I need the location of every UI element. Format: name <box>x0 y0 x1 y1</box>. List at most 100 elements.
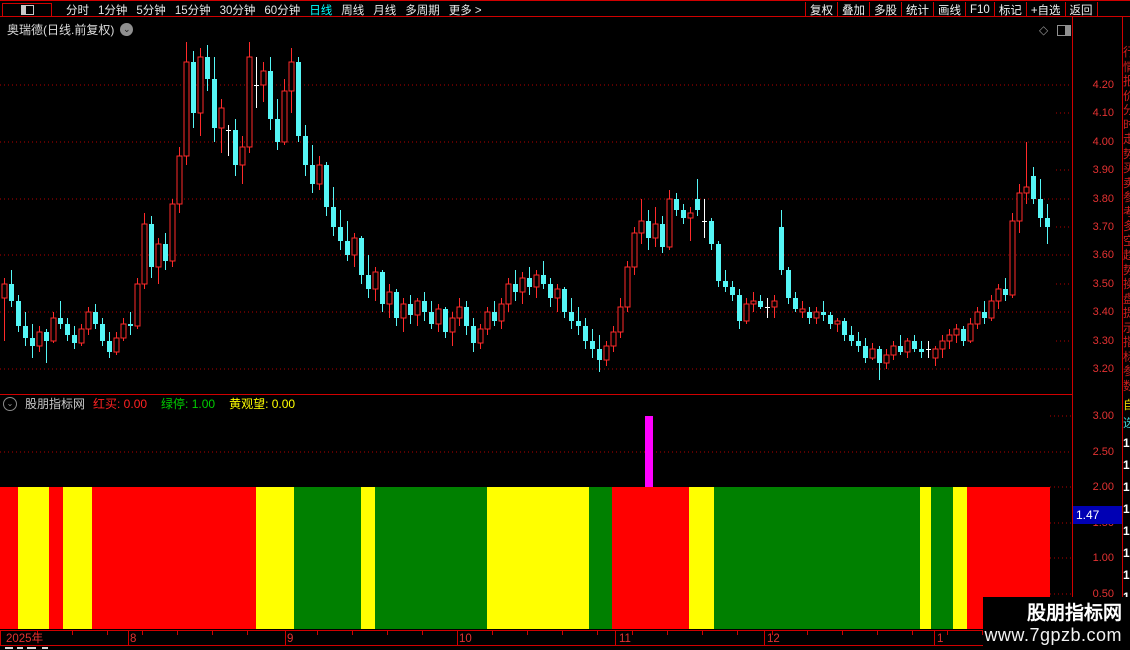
minor-tick <box>947 631 948 635</box>
menu-item-2[interactable]: 5分钟 <box>136 4 166 17</box>
diamond-icon[interactable]: ◇ <box>1039 23 1049 37</box>
legend-item-0: 红买: 0.00 <box>93 397 148 411</box>
minor-tick <box>352 631 353 635</box>
minor-tick <box>177 631 178 635</box>
menu-item-3[interactable]: 15分钟 <box>174 4 211 17</box>
date-axis-label: 8 <box>130 633 137 645</box>
price-axis-label: 3.70 <box>1092 221 1114 233</box>
indicator-bar-segment <box>294 487 361 629</box>
toolbar-button-7[interactable]: +自选 <box>1025 2 1065 17</box>
right-strip-divider-line <box>1122 17 1123 650</box>
indicator-bar-segment <box>931 487 953 629</box>
clipped-statusbar-fragment <box>42 647 48 649</box>
minor-tick <box>597 631 598 635</box>
clipped-glyph: 势 <box>1123 146 1130 161</box>
collapse-chevron-icon[interactable]: ⌄ <box>3 396 17 411</box>
legend-item-1: 绿停: 1.00 <box>161 397 216 411</box>
chart-title-row: 奥瑞德(日线.前复权) ⌄ <box>7 21 134 37</box>
watermark-site-name: 股朋指标网 <box>1026 602 1122 624</box>
watermark: 股朋指标网 www.7gpzb.com <box>983 597 1130 650</box>
indicator-legend-values: 红买: 0.00 绿停: 1.00 黄观望: 0.00 <box>93 395 295 412</box>
minor-tick <box>772 631 773 635</box>
clipped-glyph: 盘 <box>1123 291 1130 306</box>
clipped-statusbar-fragment <box>27 647 36 649</box>
indicator-bar-segment <box>589 487 612 629</box>
minor-tick <box>562 631 563 635</box>
toolbar-button-0[interactable]: 复权 <box>805 2 837 17</box>
chevron-down-icon[interactable]: ⌄ <box>120 22 134 36</box>
minor-tick <box>387 631 388 635</box>
clipped-glyph: 走 <box>1123 132 1130 146</box>
minor-tick <box>317 631 318 635</box>
clipped-glyph: 行 <box>1123 45 1130 59</box>
toolbar-button-3[interactable]: 统计 <box>901 2 933 17</box>
menu-item-4[interactable]: 30分钟 <box>219 4 256 17</box>
indicator-bar-segment <box>920 487 931 629</box>
page-title[interactable]: 奥瑞德(日线.前复权) <box>7 22 115 37</box>
indicator-bar-segment <box>18 487 49 629</box>
last-value-tag: 1.47 <box>1073 506 1122 524</box>
menu-item-8[interactable]: 月线 <box>373 4 397 17</box>
indicator-bar-segment <box>714 487 920 629</box>
toolbar-button-6[interactable]: 标记 <box>993 2 1026 17</box>
clipped-glyph: 自 <box>1123 398 1130 412</box>
menu-item-1[interactable]: 1分钟 <box>98 4 128 17</box>
minor-tick <box>107 631 108 635</box>
toolbar-button-1[interactable]: 叠加 <box>837 2 869 17</box>
clipped-glyph: 报 <box>1123 74 1130 88</box>
clipped-glyph: 卖 <box>1123 175 1130 190</box>
indicator-bar-segment <box>63 487 92 629</box>
indicator-bar-segment <box>361 487 375 629</box>
indicator-spike-bar <box>645 416 653 487</box>
minor-tick <box>72 631 73 635</box>
clipped-number: 1 <box>1123 568 1130 582</box>
indicator-bar-segment <box>0 487 18 629</box>
clipped-glyph: 趋 <box>1123 248 1130 262</box>
minor-tick <box>422 631 423 635</box>
toolbar-button-4[interactable]: 画线 <box>933 2 965 17</box>
menu-item-6[interactable]: 日线 <box>309 4 333 17</box>
clipped-number: 1 <box>1123 458 1130 472</box>
date-axis-label: 9 <box>287 633 294 645</box>
clipped-glyph: 指 <box>1123 335 1130 349</box>
date-axis-label: 11 <box>619 633 631 645</box>
indicator-axis-label: 2.00 <box>1092 481 1114 493</box>
indicator-axis-label: 1.00 <box>1092 552 1114 564</box>
minor-tick <box>807 631 808 635</box>
month-boundary-tick <box>934 631 935 645</box>
clipped-glyph: 多 <box>1123 219 1130 233</box>
minor-tick <box>912 631 913 635</box>
indicator-bar-segment <box>487 487 589 629</box>
price-axis-label: 3.60 <box>1092 249 1114 261</box>
menu-item-9[interactable]: 多周期 <box>405 4 440 17</box>
clipped-glyph: 买 <box>1123 161 1130 175</box>
toolbar-button-2[interactable]: 多股 <box>869 2 901 17</box>
layout-toggle-button[interactable] <box>2 3 52 17</box>
clipped-glyph: 操 <box>1123 277 1130 291</box>
month-boundary-tick <box>0 631 1 645</box>
clipped-number: 1 <box>1123 502 1130 516</box>
clipped-glyph: 考 <box>1123 204 1130 219</box>
indicator-bar-segment <box>953 487 967 629</box>
toolbar-button-5[interactable]: F10 <box>965 2 994 17</box>
minor-tick <box>492 631 493 635</box>
minor-tick <box>737 631 738 635</box>
price-axis-label: 3.30 <box>1092 335 1114 347</box>
toolbar-button-8[interactable]: 返回 <box>1064 2 1098 17</box>
menu-item-7[interactable]: 周线 <box>341 4 365 17</box>
clipped-glyph: 价 <box>1123 88 1130 103</box>
split-panel-icon <box>20 5 34 15</box>
minor-tick <box>37 631 38 635</box>
clipped-glyph: 时 <box>1123 117 1130 132</box>
indicator-axis-label: 2.50 <box>1092 446 1114 458</box>
minor-tick <box>632 631 633 635</box>
menu-item-10[interactable]: 更多 > <box>448 4 482 17</box>
menu-item-0[interactable]: 分时 <box>66 4 89 17</box>
menu-item-5[interactable]: 60分钟 <box>264 4 301 17</box>
clipped-statusbar-fragment <box>17 647 23 649</box>
panel-right-icon[interactable] <box>1057 25 1071 36</box>
price-axis-label: 3.80 <box>1092 193 1114 205</box>
clipped-glyph: 参 <box>1123 364 1130 378</box>
